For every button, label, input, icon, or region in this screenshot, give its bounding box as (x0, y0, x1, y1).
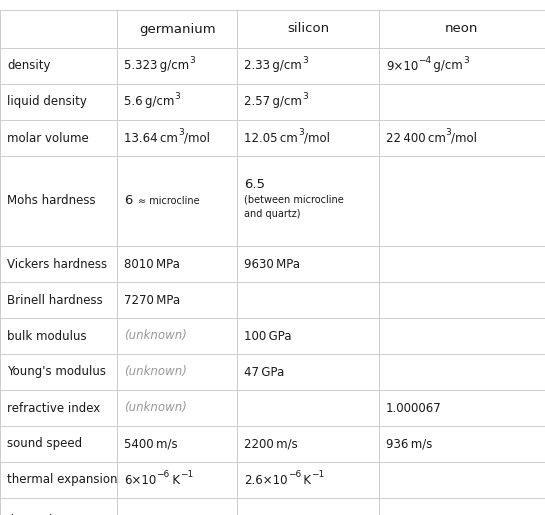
Text: 5.323 g/cm: 5.323 g/cm (124, 60, 189, 73)
Text: K: K (169, 473, 180, 487)
Text: 100 GPa: 100 GPa (244, 330, 292, 342)
Text: /mol: /mol (184, 131, 210, 145)
Text: 936 m/s: 936 m/s (386, 438, 432, 451)
Text: (unknown): (unknown) (124, 402, 187, 415)
Text: 5400 m/s: 5400 m/s (124, 438, 178, 451)
Text: −6: −6 (156, 470, 169, 479)
Text: 22 400 cm: 22 400 cm (386, 131, 446, 145)
Text: 47 GPa: 47 GPa (244, 366, 284, 379)
Text: 2200 m/s: 2200 m/s (244, 438, 298, 451)
Text: sound speed: sound speed (7, 438, 82, 451)
Text: refractive index: refractive index (7, 402, 100, 415)
Text: 5.6 g/cm: 5.6 g/cm (124, 95, 174, 109)
Text: 2.33 g/cm: 2.33 g/cm (244, 60, 302, 73)
Text: 3: 3 (298, 128, 304, 137)
Text: ≈ microcline: ≈ microcline (138, 196, 200, 206)
Text: 3: 3 (178, 128, 184, 137)
Text: 1.000067: 1.000067 (386, 402, 441, 415)
Text: silicon: silicon (287, 23, 329, 36)
Text: 3: 3 (463, 56, 469, 65)
Text: liquid density: liquid density (7, 95, 87, 109)
Text: density: density (7, 60, 51, 73)
Text: 2.57 g/cm: 2.57 g/cm (244, 95, 302, 109)
Text: 12.05 cm: 12.05 cm (244, 131, 298, 145)
Text: 13.64 cm: 13.64 cm (124, 131, 178, 145)
Text: 3: 3 (446, 128, 451, 137)
Text: 2.6×10: 2.6×10 (244, 473, 288, 487)
Text: −1: −1 (311, 470, 324, 479)
Text: K: K (301, 473, 311, 487)
Text: (between microcline: (between microcline (244, 195, 344, 205)
Text: Young's modulus: Young's modulus (7, 366, 106, 379)
Text: neon: neon (445, 23, 479, 36)
Text: g/cm: g/cm (431, 60, 463, 73)
Text: Brinell hardness: Brinell hardness (7, 294, 103, 306)
Text: 6.5: 6.5 (244, 179, 265, 192)
Text: 3: 3 (302, 56, 307, 65)
Text: 6: 6 (124, 195, 132, 208)
Text: Mohs hardness: Mohs hardness (7, 195, 95, 208)
Text: germanium: germanium (139, 23, 215, 36)
Text: −1: −1 (180, 470, 193, 479)
Text: 9×10: 9×10 (386, 60, 418, 73)
Text: 7270 MPa: 7270 MPa (124, 294, 180, 306)
Text: /mol: /mol (451, 131, 477, 145)
Text: molar volume: molar volume (7, 131, 89, 145)
Text: 6×10: 6×10 (124, 473, 156, 487)
Text: 3: 3 (189, 56, 195, 65)
Text: (unknown): (unknown) (124, 330, 187, 342)
Text: thermal
conductivity: thermal conductivity (7, 514, 80, 515)
Text: 3: 3 (174, 92, 180, 101)
Text: thermal expansion: thermal expansion (7, 473, 118, 487)
Text: bulk modulus: bulk modulus (7, 330, 87, 342)
Text: and quartz): and quartz) (244, 209, 301, 219)
Text: −6: −6 (288, 470, 301, 479)
Text: /mol: /mol (304, 131, 330, 145)
Text: −4: −4 (418, 56, 431, 65)
Text: 9630 MPa: 9630 MPa (244, 258, 300, 270)
Text: 8010 MPa: 8010 MPa (124, 258, 180, 270)
Text: (unknown): (unknown) (124, 366, 187, 379)
Text: 3: 3 (302, 92, 308, 101)
Text: Vickers hardness: Vickers hardness (7, 258, 107, 270)
